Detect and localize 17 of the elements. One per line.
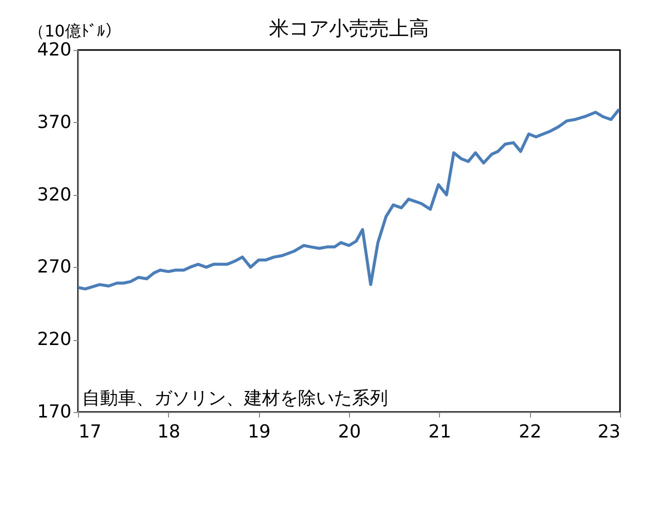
annotation: 自動車、ガソリン、建材を除いた系列 xyxy=(82,388,388,409)
y-tick-label: 320 xyxy=(37,184,72,206)
x-tick-label: 20 xyxy=(338,422,361,442)
x-tick-label: 18 xyxy=(157,422,180,442)
y-axis-title: （10億ﾄﾞﾙ） xyxy=(28,22,121,40)
line-series xyxy=(78,108,620,290)
x-tick-label: 19 xyxy=(248,422,271,442)
x-tick-label: 17 xyxy=(78,422,102,442)
chart-title: 米コア小売売上高 xyxy=(269,16,429,40)
x-tick-label: 21 xyxy=(428,422,452,442)
y-tick-label: 270 xyxy=(37,256,72,278)
y-tick-label: 220 xyxy=(37,329,72,350)
x-tick-label: 22 xyxy=(518,422,542,442)
y-tick-label: 420 xyxy=(37,40,72,60)
x-tick-label: 23 xyxy=(598,422,620,442)
y-tick-label: 370 xyxy=(37,112,72,133)
y-tick-label: 170 xyxy=(37,402,72,422)
